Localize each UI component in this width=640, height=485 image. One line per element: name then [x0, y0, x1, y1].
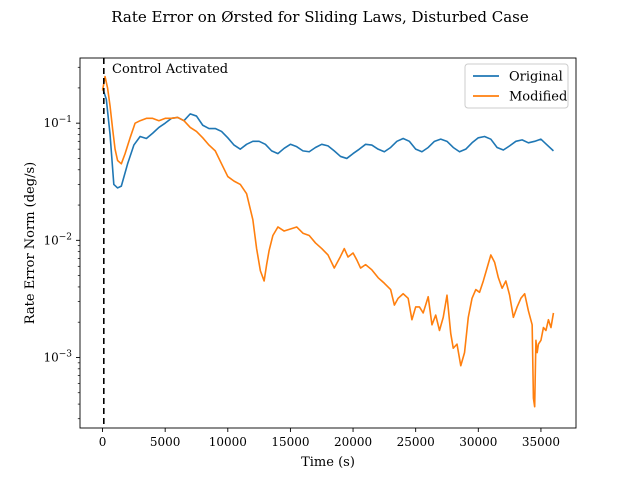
x-tick-label: 0	[99, 435, 107, 449]
x-tick-label: 5000	[150, 435, 181, 449]
x-tick-label: 30000	[459, 435, 497, 449]
y-tick-label: 10−2	[43, 232, 72, 247]
x-tick-label: 25000	[397, 435, 435, 449]
x-tick-label: 10000	[209, 435, 247, 449]
plot-frame	[79, 57, 577, 429]
axes: 0 5000 10000 15000 20000 25000 30000 35000 10−3 1…	[43, 57, 577, 449]
legend-label-modified: Modified	[509, 90, 567, 105]
x-axis-label: Time (s)	[301, 455, 355, 470]
legend-box	[464, 63, 569, 109]
chart-title: Rate Error on Ørsted for Sliding Laws, D…	[111, 8, 529, 26]
x-tick-label: 20000	[334, 435, 372, 449]
y-tick-label: 10−1	[43, 115, 72, 130]
legend-label-original: Original	[509, 70, 563, 85]
y-axis-label: Rate Error Norm (deg/s)	[23, 162, 38, 324]
series-line-modified	[101, 75, 555, 408]
control-activated-annotation: Control Activated	[112, 62, 228, 77]
y-tick-label: 10−3	[43, 349, 72, 364]
series-line-original	[101, 87, 554, 189]
x-tick-label: 15000	[271, 435, 309, 449]
legend: Original Modified	[464, 63, 569, 109]
x-tick-label: 35000	[522, 435, 560, 449]
